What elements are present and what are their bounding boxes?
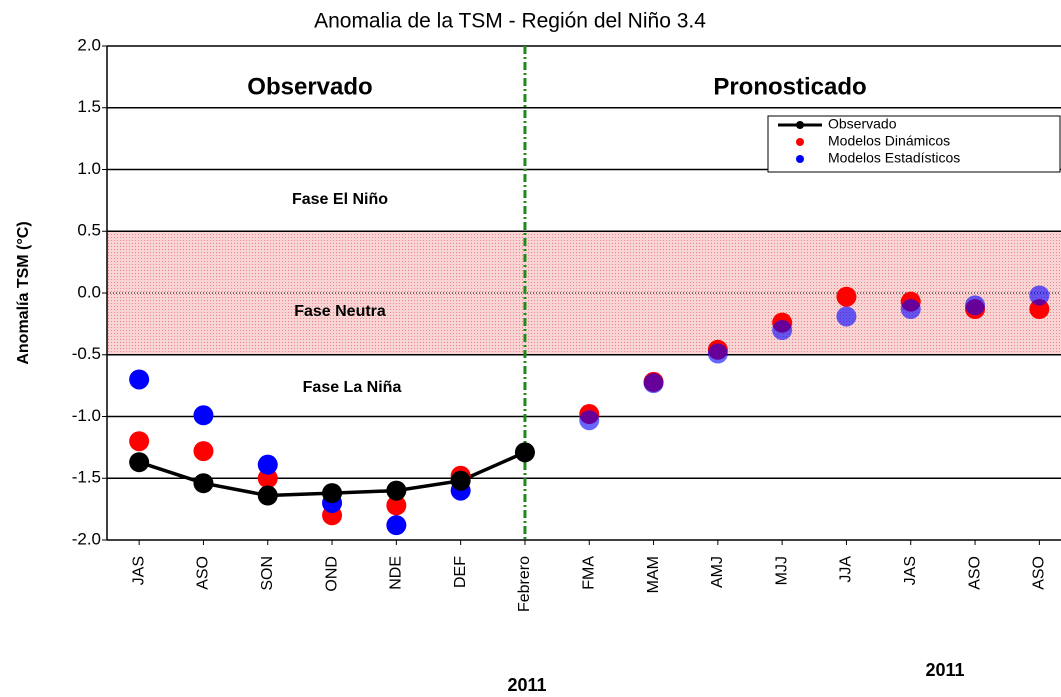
data-point <box>386 480 407 501</box>
legend-label: Observado <box>828 116 897 132</box>
data-point <box>707 343 728 364</box>
data-point <box>965 295 986 316</box>
data-point <box>772 320 793 341</box>
data-point <box>129 369 150 390</box>
data-point <box>643 373 664 394</box>
legend-label: Modelos Estadísticos <box>828 150 960 166</box>
y-axis-label: Anomalía TSM (°C) <box>15 221 32 364</box>
annotation: 2011 <box>925 660 964 680</box>
data-point <box>257 454 278 475</box>
data-point <box>129 431 150 452</box>
y-tick-label: 2.0 <box>77 35 101 54</box>
annotation: Fase Neutra <box>294 303 386 320</box>
chart-title: Anomalia de la TSM - Región del Niño 3.4 <box>314 10 706 33</box>
legend-marker <box>796 138 804 146</box>
data-point <box>129 452 150 473</box>
data-point <box>579 410 600 431</box>
y-tick-label: -1.0 <box>72 406 101 425</box>
annotation: Fase La Niña <box>303 379 402 396</box>
data-point <box>193 405 214 426</box>
annotation: 2011 <box>507 675 546 695</box>
annotation: Fase El Niño <box>292 191 388 208</box>
data-point <box>193 441 214 462</box>
y-tick-label: 1.0 <box>77 159 101 178</box>
x-tick-label: SON <box>259 556 276 591</box>
x-tick-label: JAS <box>902 556 919 585</box>
annotation: Observado <box>247 73 372 100</box>
legend: Observado Modelos Dinámicos Modelos Esta… <box>767 115 1061 173</box>
x-tick-label: DEF <box>452 556 469 588</box>
data-point <box>257 485 278 506</box>
y-tick-label: 0.0 <box>77 282 101 301</box>
x-tick-label: Febrero <box>516 556 533 612</box>
y-tick-label: -0.5 <box>72 344 101 363</box>
annotation: Pronosticado <box>713 73 866 100</box>
legend-marker <box>796 121 804 129</box>
data-point <box>514 442 535 463</box>
x-tick-label: ASO <box>1031 556 1048 590</box>
x-tick-label: AMJ <box>709 556 726 588</box>
data-point <box>193 473 214 494</box>
x-tick-label: ASO <box>195 556 212 590</box>
data-point <box>836 286 857 307</box>
y-tick-label: 1.5 <box>77 97 101 116</box>
x-tick-label: JAS <box>130 556 147 585</box>
legend-label: Modelos Dinámicos <box>828 133 950 149</box>
y-tick-label: -1.5 <box>72 468 101 487</box>
data-point <box>836 306 857 327</box>
y-tick-label: 0.5 <box>77 221 101 240</box>
x-tick-label: NDE <box>388 556 405 590</box>
y-tick-label: -2.0 <box>72 529 101 548</box>
x-tick-label: MJJ <box>773 556 790 585</box>
plot <box>129 285 1050 536</box>
data-point <box>322 483 343 504</box>
x-tick-label: FMA <box>580 556 597 590</box>
x-tick-label: ASO <box>966 556 983 590</box>
x-tick-label: JJA <box>838 556 855 583</box>
data-point <box>1029 285 1050 306</box>
data-point <box>386 515 407 536</box>
data-point <box>386 495 407 516</box>
x-tick-label: MAM <box>645 556 662 593</box>
x-tick-label: OND <box>323 556 340 592</box>
data-point <box>900 299 921 320</box>
legend-marker <box>796 155 804 163</box>
data-point <box>450 470 471 491</box>
